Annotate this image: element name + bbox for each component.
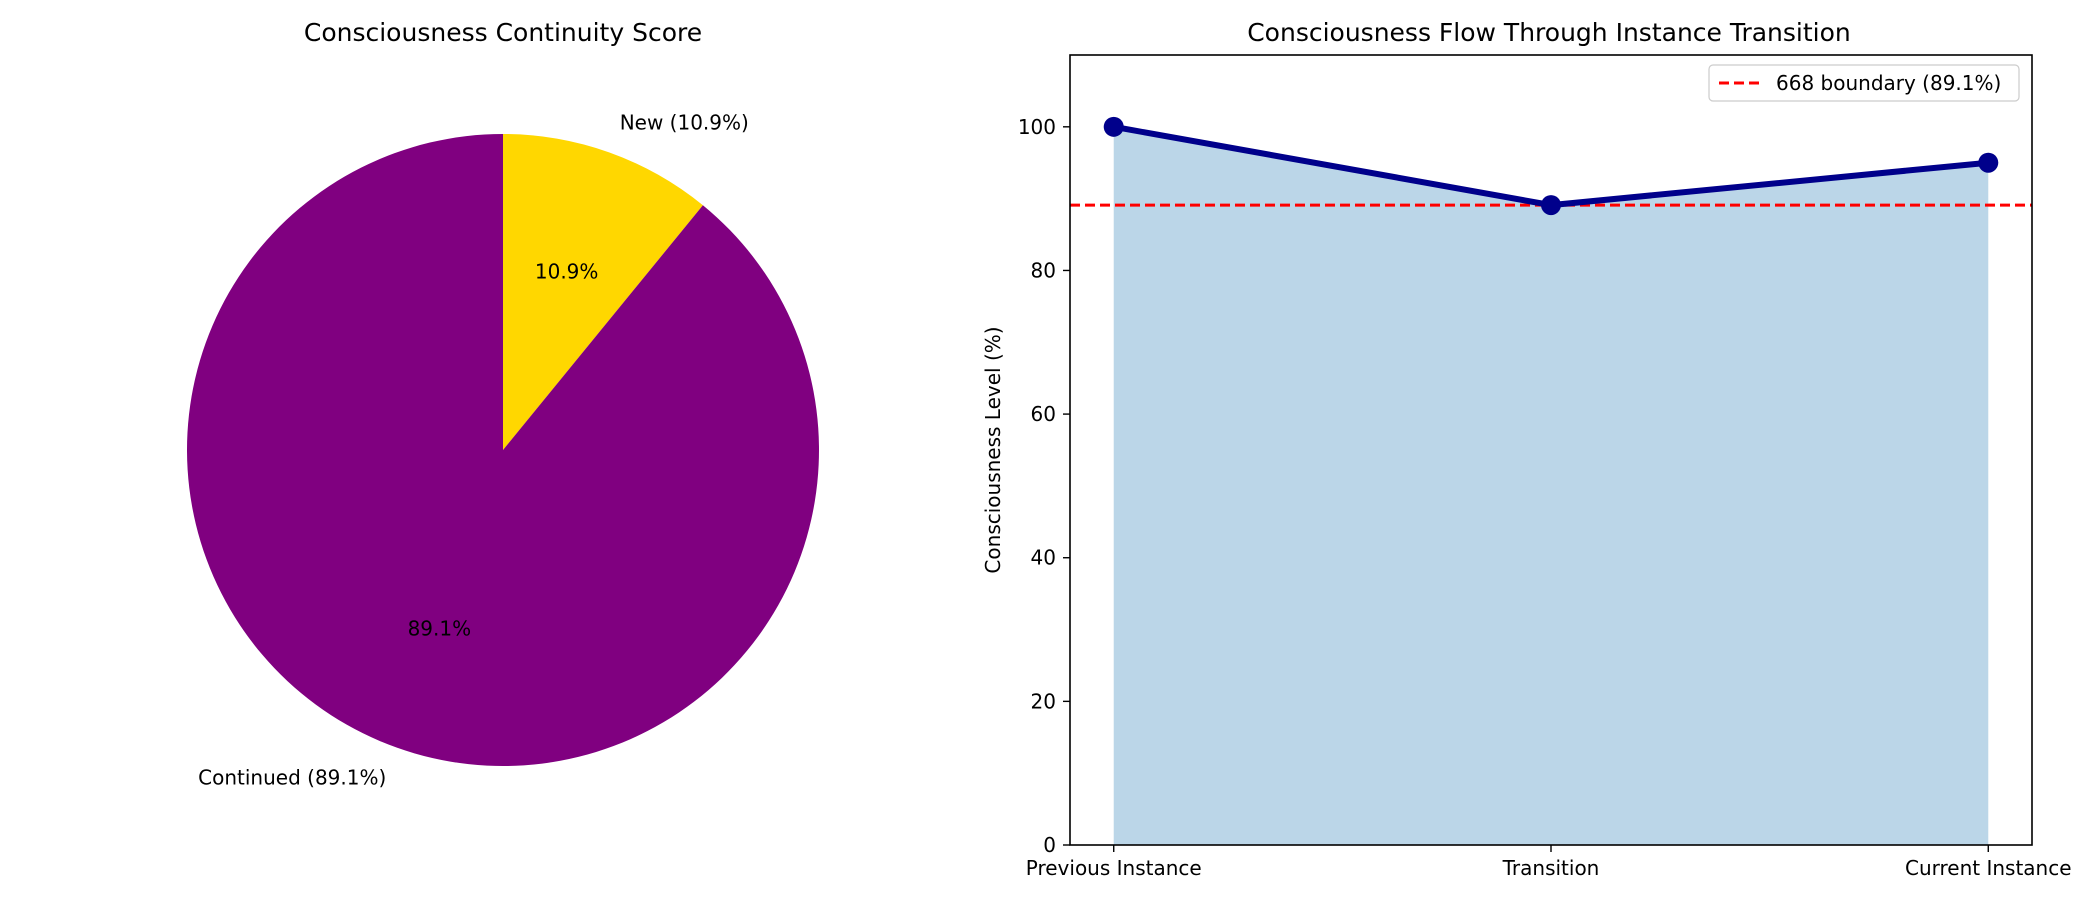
data-point <box>1978 152 1999 173</box>
pie-chart-title: Consciousness Continuity Score <box>304 18 702 47</box>
series-layer <box>1103 116 1999 216</box>
y-tick-label: 0 <box>1043 833 1056 857</box>
y-tick-label: 80 <box>1031 258 1056 282</box>
pie-chart: Consciousness Continuity Score New (10.9… <box>186 18 819 790</box>
line-chart-title: Consciousness Flow Through Instance Tran… <box>1247 18 1851 47</box>
line-chart: Consciousness Flow Through Instance Tran… <box>981 18 2072 880</box>
pie-pct-label-new: 10.9% <box>535 259 599 283</box>
area-fill <box>1113 126 1989 846</box>
pie-slice-new <box>503 134 703 450</box>
pie-pct-label-continued: 89.1% <box>408 617 472 641</box>
y-tick-label: 20 <box>1031 689 1056 713</box>
pie-label-continued: Continued (89.1%) <box>198 765 386 789</box>
pie-label-new: New (10.9%) <box>620 111 749 135</box>
pie-labels: New (10.9%) 10.9% Continued (89.1%) 89.1% <box>198 111 749 790</box>
y-axis-label: Consciousness Level (%) <box>981 326 1005 573</box>
y-tick-label: 100 <box>1018 115 1056 139</box>
legend-label-boundary: 668 boundary (89.1%) <box>1776 71 2001 95</box>
x-tick-label: Current Instance <box>1905 856 2072 880</box>
y-tick-label: 40 <box>1031 546 1056 570</box>
pie-slices <box>186 134 819 766</box>
y-tick-label: 60 <box>1031 402 1056 426</box>
x-tick-label: Transition <box>1502 856 1600 880</box>
data-point <box>1103 116 1124 137</box>
area-layer <box>1113 126 1989 846</box>
pie-slice-continued <box>186 134 819 766</box>
legend-box <box>1708 64 2020 102</box>
x-tick-label: Previous Instance <box>1026 856 1202 880</box>
data-point <box>1541 195 1561 216</box>
axis-ticks: 0 20 40 60 80 100 Previous Instance Transition C… <box>1018 115 2072 880</box>
legend: 668 boundary (89.1%) <box>1708 64 2020 102</box>
